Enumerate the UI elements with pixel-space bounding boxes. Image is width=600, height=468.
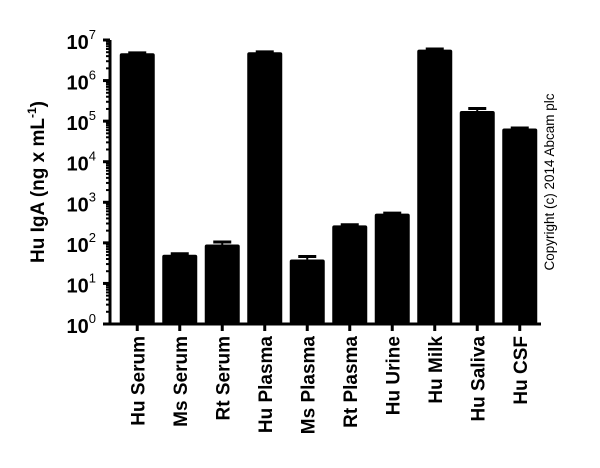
copyright-annotation: Copyright (c) 2014 Abcam plc bbox=[542, 93, 557, 270]
x-tick-label: Hu Milk bbox=[426, 336, 447, 404]
x-tick-label: Hu Urine bbox=[383, 336, 404, 415]
x-tick-label: Rt Plasma bbox=[341, 336, 362, 428]
x-tick-label: Hu Plasma bbox=[256, 336, 277, 434]
y-tick-label: 102 bbox=[67, 230, 96, 257]
bar bbox=[247, 52, 283, 324]
bar bbox=[374, 213, 410, 324]
y-tick-label: 103 bbox=[67, 189, 96, 216]
y-axis-label: Hu IgA (ng x mL-1) bbox=[25, 101, 49, 263]
bar bbox=[289, 259, 325, 324]
bar bbox=[502, 128, 538, 324]
x-tick-label: Ms Serum bbox=[171, 336, 192, 427]
x-tick-label: Hu Serum bbox=[128, 336, 149, 426]
bar bbox=[459, 110, 495, 324]
y-tick-label: 104 bbox=[67, 149, 96, 176]
bar bbox=[332, 225, 368, 324]
y-tick-label: 100 bbox=[67, 311, 96, 338]
bar bbox=[417, 49, 453, 325]
y-tick-label: 105 bbox=[67, 108, 96, 135]
y-tick-label: 106 bbox=[67, 68, 96, 95]
y-tick-label: 101 bbox=[67, 270, 96, 297]
y-tick-label: 107 bbox=[67, 27, 96, 54]
bar bbox=[119, 53, 155, 324]
x-tick-labels: Hu Serum Ms Serum Rt Serum Hu Plasma Ms Plas… bbox=[128, 324, 532, 434]
bar bbox=[204, 244, 240, 324]
x-tick-label: Hu CSF bbox=[511, 336, 532, 405]
x-tick-label: Rt Serum bbox=[213, 336, 234, 420]
x-tick-label: Hu Saliva bbox=[468, 336, 489, 422]
bars bbox=[119, 47, 538, 325]
bar bbox=[162, 254, 198, 324]
x-tick-label: Ms Plasma bbox=[298, 336, 319, 435]
